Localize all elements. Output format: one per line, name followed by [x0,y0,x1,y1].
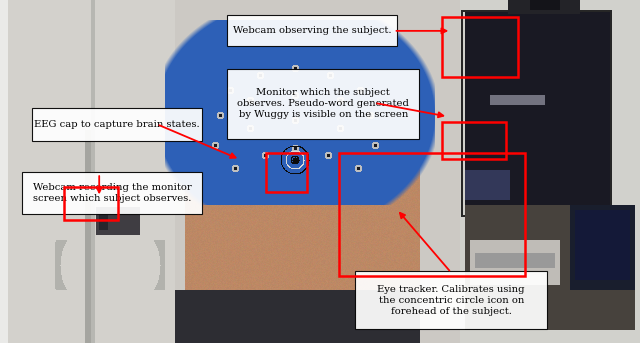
Bar [266,153,307,192]
FancyBboxPatch shape [22,172,202,214]
Text: Webcam recording the monitor
screen which subject observes.: Webcam recording the monitor screen whic… [33,183,191,203]
FancyBboxPatch shape [32,108,202,141]
Text: Webcam observing the subject.: Webcam observing the subject. [233,26,391,35]
Bar [442,17,518,77]
FancyBboxPatch shape [227,69,419,139]
Text: Eye tracker. Calibrates using
the concentric circle icon on
forehead of the subj: Eye tracker. Calibrates using the concen… [378,285,525,316]
FancyBboxPatch shape [355,271,547,329]
Bar [442,122,506,159]
Text: Monitor which the subject
observes. Pseudo-word generated
by Wuggy is visible on: Monitor which the subject observes. Pseu… [237,88,409,119]
Bar [339,153,525,276]
FancyBboxPatch shape [227,15,397,46]
Text: EEG cap to capture brain states.: EEG cap to capture brain states. [34,120,200,129]
Bar [64,187,118,220]
